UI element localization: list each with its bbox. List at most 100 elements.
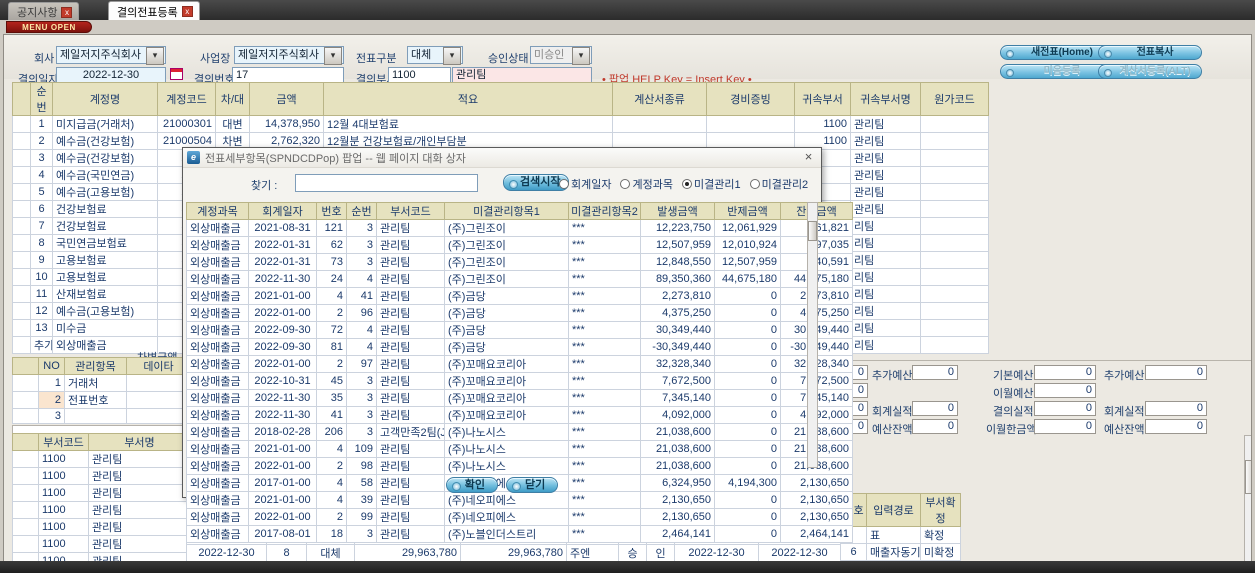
cell-balance-amount[interactable]: 2,464,141: [780, 525, 853, 543]
table-row[interactable]: 외상매출금 2022-01-31 73 3 관리팀 (주)그린조이 *** 12,848,55…: [186, 253, 853, 271]
table-row[interactable]: 1 미지급금(거래처) 21000301 대변 14,378,950 12월 4대보험료 1…: [12, 115, 989, 133]
cell-seq[interactable]: 4: [346, 270, 377, 288]
cell-mgmt-item-1[interactable]: (주)금당: [444, 287, 569, 305]
table-row[interactable]: 외상매출금 2022-11-30 35 3 관리팀 (주)꼬매요코리아 *** 7,345,1…: [186, 389, 853, 407]
cell-seq[interactable]: 4: [346, 338, 377, 356]
cell-account-title[interactable]: 외상매출금: [186, 440, 249, 458]
cell-mgmt-item-1[interactable]: (주)꼬매요코리아: [444, 372, 569, 390]
cell-account-title[interactable]: 외상매출금: [186, 508, 249, 526]
table-row[interactable]: 외상매출금 2022-10-31 45 3 관리팀 (주)꼬매요코리아 *** 7,672,5…: [186, 372, 853, 390]
vertical-scrollbar[interactable]: [1244, 435, 1251, 569]
cell-mgmt-item-1[interactable]: (주)금당: [444, 321, 569, 339]
tab-notice[interactable]: 공지사항 x: [8, 2, 80, 20]
cell-account-title[interactable]: 외상매출금: [186, 355, 249, 373]
cell-account-title[interactable]: 외상매출금: [186, 372, 249, 390]
cell-number[interactable]: 62: [316, 236, 347, 254]
cell-number[interactable]: 6: [840, 543, 867, 561]
cell-number[interactable]: 8: [266, 544, 307, 562]
cell-account-name[interactable]: 예수금(국민연금): [52, 166, 158, 184]
cell-account-name[interactable]: 외상매출금: [52, 336, 158, 354]
cell-offset-amount[interactable]: 0: [714, 372, 781, 390]
cell-description[interactable]: 12월 4대보험료: [323, 115, 613, 133]
cell-mgmt-item-2[interactable]: ***: [568, 355, 641, 373]
cell-dept-code[interactable]: 관리팀: [376, 406, 445, 424]
tab-voucher-registration[interactable]: 결의전표등록 x: [108, 1, 200, 20]
cell-offset-amount[interactable]: 12,507,959: [714, 253, 781, 271]
cell-dept-code[interactable]: 관리팀: [376, 338, 445, 356]
list-item[interactable]: 1 거래처: [12, 374, 191, 392]
cell-mgmt-item-1[interactable]: (주)그린조이: [444, 270, 569, 288]
cell-dept-code[interactable]: 1100: [38, 450, 89, 468]
cell-debit-amount[interactable]: 29,963,780: [354, 544, 461, 562]
cell-mgmt-item-2[interactable]: ***: [568, 508, 641, 526]
list-item[interactable]: 2 전표번호: [12, 391, 191, 409]
cell-number[interactable]: 4: [316, 491, 347, 509]
cell-credit-amount[interactable]: 29,963,780: [460, 544, 567, 562]
cell-seq[interactable]: 3: [346, 253, 377, 271]
cell-balance-amount[interactable]: 2,130,650: [780, 491, 853, 509]
cell-approve-flag[interactable]: 승: [618, 544, 647, 562]
cell-occur-amount[interactable]: 4,375,250: [640, 304, 715, 322]
cell-management-item[interactable]: 거래처: [64, 374, 127, 392]
cell-mgmt-item-1[interactable]: (주)나노시스: [444, 457, 569, 475]
cell-mgmt-item-1[interactable]: (주)노블인더스트리: [444, 525, 569, 543]
radio-button-icon[interactable]: [681, 179, 692, 189]
dept-code-input[interactable]: 1100: [388, 67, 451, 84]
cell-occur-amount[interactable]: 12,507,959: [640, 236, 715, 254]
budget-bal-1[interactable]: 0: [912, 419, 958, 434]
budget-carry-limit[interactable]: 0: [1034, 419, 1096, 434]
cell-account-title[interactable]: 외상매출금: [186, 525, 249, 543]
cell-account-date[interactable]: 2021-08-31: [248, 219, 317, 237]
table-row[interactable]: 외상매출금 2021-01-00 4 39 관리팀 (주)네오피에스 *** 2,130,65…: [186, 491, 853, 509]
cell-account-date[interactable]: 2021-01-00: [248, 491, 317, 509]
cell-occur-amount[interactable]: 32,328,340: [640, 355, 715, 373]
cell-occur-amount[interactable]: 7,672,500: [640, 372, 715, 390]
budget-acct-2[interactable]: 0: [1145, 401, 1207, 416]
cell-account-title[interactable]: 외상매출금: [186, 491, 249, 509]
cell-occur-amount[interactable]: 21,038,600: [640, 423, 715, 441]
cell-dept-code[interactable]: 관리팀: [376, 525, 445, 543]
cell-cost-code[interactable]: [920, 200, 989, 218]
table-row[interactable]: 외상매출금 2022-11-30 24 4 관리팀 (주)그린조이 *** 89,350,36…: [186, 270, 853, 288]
cell-cost-code[interactable]: [920, 132, 989, 150]
cell-dept-code[interactable]: 1100: [38, 484, 89, 502]
radio-option-3[interactable]: 미결관리2: [749, 176, 808, 192]
radio-button-icon[interactable]: [749, 179, 760, 189]
list-item[interactable]: 3: [12, 408, 191, 424]
radio-button-icon[interactable]: [620, 179, 631, 189]
cell-dept-code[interactable]: 관리팀: [376, 491, 445, 509]
slip-number-input[interactable]: 17: [232, 67, 344, 84]
cell-occur-amount[interactable]: -30,349,440: [640, 338, 715, 356]
cell-mgmt-item-1[interactable]: (주)나노시스: [444, 423, 569, 441]
cell-dept-code[interactable]: 관리팀: [376, 253, 445, 271]
cell-management-item[interactable]: 전표번호: [64, 391, 127, 409]
cell-account-title[interactable]: 외상매출금: [186, 304, 249, 322]
cell-account-name[interactable]: 고용보험료: [52, 251, 158, 269]
cell-account-date[interactable]: 2022-01-00: [248, 457, 317, 475]
cell-account-date[interactable]: 2022-01-31: [248, 236, 317, 254]
cell-mgmt-item-1[interactable]: (주)그린조이: [444, 219, 569, 237]
cell-account-title[interactable]: 외상매출금: [186, 338, 249, 356]
cell-account-title[interactable]: 외상매출금: [186, 236, 249, 254]
cell-mgmt-item-2[interactable]: ***: [568, 525, 641, 543]
management-item-table[interactable]: NO 관리항목 데이타 1 거래처 2 전표번호 3: [12, 357, 191, 442]
cell-dept-name[interactable]: 리팀: [850, 234, 921, 252]
row-selector[interactable]: [12, 183, 31, 201]
cell-dept-name[interactable]: 관리팀: [850, 200, 921, 218]
cell-number[interactable]: 206: [316, 423, 347, 441]
cell-dept-name[interactable]: 관리팀: [88, 518, 191, 536]
cell-account-title[interactable]: 외상매출금: [186, 406, 249, 424]
cell-account-title[interactable]: 외상매출금: [186, 270, 249, 288]
cell-account-date[interactable]: 2022-01-00: [248, 304, 317, 322]
cell-mgmt-item-2[interactable]: ***: [568, 304, 641, 322]
cell-number[interactable]: 41: [316, 406, 347, 424]
cell-balance-amount[interactable]: 2,130,650: [780, 508, 853, 526]
cell-dept-code[interactable]: 고객만족2팀(J2: [376, 423, 445, 441]
row-selector[interactable]: [12, 268, 31, 286]
popup-result-grid[interactable]: 계정과목회계일자번호순번부서코드미결관리항목1미결관리항목2발생금액반제금액잔여…: [186, 202, 853, 543]
cell-account-date[interactable]: 2022-01-00: [248, 355, 317, 373]
cell-account-date[interactable]: 2017-08-01: [248, 525, 317, 543]
cell-mgmt-item-2[interactable]: ***: [568, 423, 641, 441]
row-selector[interactable]: [12, 518, 39, 536]
cell-cost-code[interactable]: [920, 302, 989, 320]
